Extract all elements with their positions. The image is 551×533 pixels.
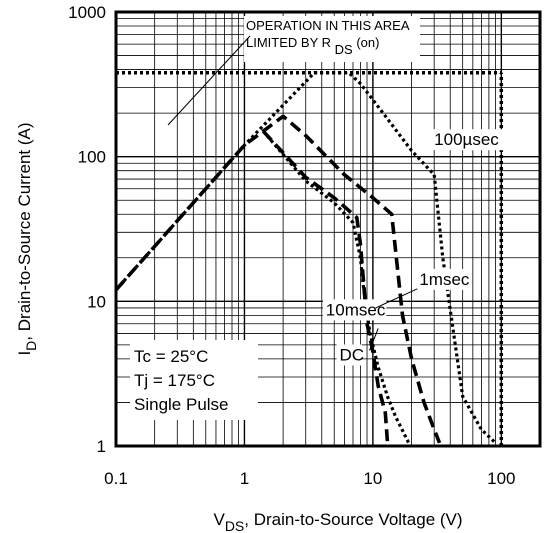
series-label-leader: [375, 288, 418, 309]
conditions-background: [130, 340, 258, 420]
x-axis-title: VDS, Drain-to-Source Voltage (V): [213, 510, 462, 533]
rdson-label-line1: OPERATION IN THIS AREA: [246, 18, 410, 33]
y-axis-title: ID, Drain-to-Source Current (A): [15, 122, 39, 355]
series-label-background: [416, 268, 471, 290]
y-axis-title-main: I: [15, 351, 34, 356]
rdson-label-background: [244, 16, 420, 62]
y-tick-label: 1000: [68, 3, 106, 22]
y-tick-label: 100: [78, 148, 106, 167]
y-tick-label: 1: [97, 437, 106, 456]
annotations: OPERATION IN THIS AREA LIMITED BY R DS (…: [130, 16, 420, 420]
series-line: [261, 129, 390, 444]
series-line: [114, 114, 442, 444]
plot-frame: [114, 10, 542, 448]
y-axis-title-sub: D: [23, 341, 39, 351]
series-label: 100µsec: [434, 130, 499, 149]
rdson-leader-line: [167, 35, 251, 126]
series-label-leader: [369, 328, 379, 351]
series-line: [114, 71, 497, 445]
series-label: 10msec: [326, 300, 386, 319]
x-tick-label: 10: [363, 469, 382, 488]
series-label: DC: [340, 345, 365, 364]
y-axis-title-rest: , Drain-to-Source Current (A): [15, 122, 34, 340]
series-labels: 100µsec 1msec 10msec DC: [322, 129, 505, 366]
x-tick-label: 100: [487, 469, 515, 488]
condition-tj: Tj = 175°C: [134, 371, 215, 390]
rdson-label-line2: LIMITED BY R DS (on): [246, 35, 379, 57]
condition-tc: Tc = 25°C: [134, 347, 208, 366]
x-axis-title-main: V: [213, 510, 225, 529]
rdson-label-paren: (on): [356, 35, 379, 50]
grid-lines: [115, 12, 541, 447]
y-tick-label: 10: [87, 292, 106, 311]
tick-labels: 0.1 1 10 100 1 10 100 1000: [68, 3, 515, 488]
rdson-label-text: LIMITED BY R: [246, 35, 331, 50]
condition-pulse: Single Pulse: [134, 395, 229, 414]
x-axis-title-rest: , Drain-to-Source Voltage (V): [244, 510, 462, 529]
series-label-background: [322, 299, 387, 321]
rdson-label-sub: DS: [335, 42, 353, 57]
series-label-background: [336, 344, 362, 366]
series-label-background: [431, 129, 505, 151]
x-tick-label: 1: [240, 469, 249, 488]
series-curves: [114, 71, 497, 445]
series-line: [261, 130, 411, 444]
x-axis-title-sub: DS: [225, 518, 244, 533]
limit-lines: [116, 71, 504, 446]
x-tick-label: 0.1: [104, 469, 128, 488]
series-label: 1msec: [419, 270, 470, 289]
